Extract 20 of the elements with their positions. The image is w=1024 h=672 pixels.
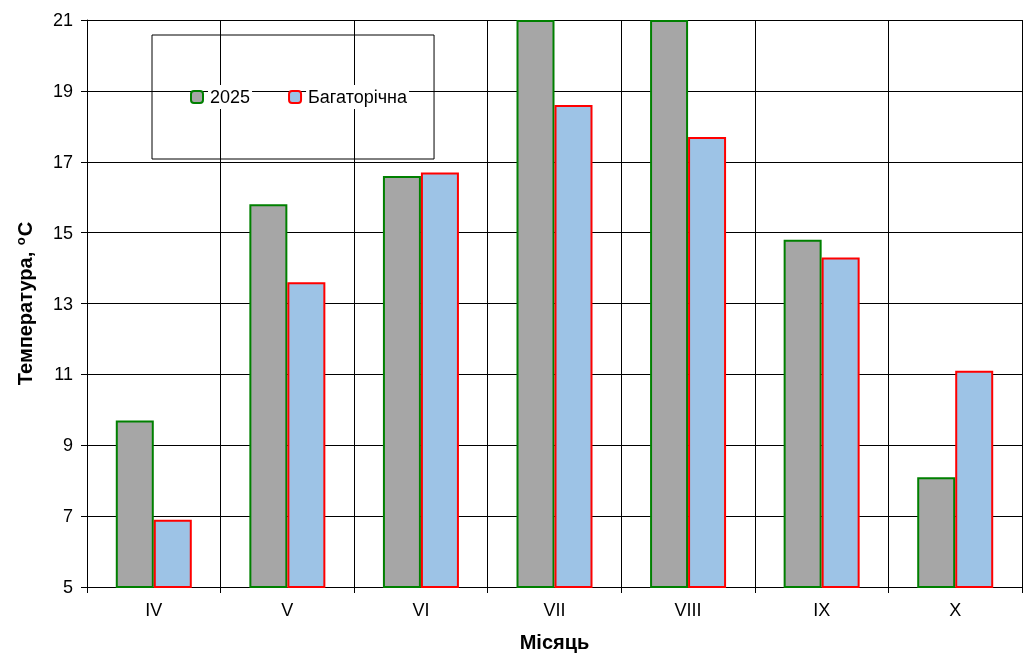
y-tick-label: 9 [62, 435, 73, 456]
legend-label: Багаторічна [308, 87, 409, 107]
x-axis-title: Місяць [519, 631, 590, 653]
y-tick-label: 7 [62, 506, 73, 527]
x-tick-label: IX [813, 600, 831, 620]
x-tick-label: V [281, 600, 294, 620]
y-tick-label: 11 [54, 364, 73, 385]
y-tick-label: 19 [52, 80, 73, 101]
y-tick-label: 15 [52, 222, 73, 243]
y-tick-label: 21 [52, 10, 73, 30]
x-tick-label: VII [543, 600, 566, 620]
x-tick-label: VIII [674, 600, 702, 620]
x-tick-label: IV [145, 600, 163, 620]
y-tick-label: 5 [62, 577, 73, 597]
y-axis-title: Температура, oC [13, 221, 36, 386]
x-tick-label: VI [412, 600, 430, 620]
y-tick-label: 13 [52, 293, 73, 314]
legend-label: 2025 [210, 87, 251, 107]
x-tick-label: X [949, 600, 962, 620]
y-tick-label: 17 [52, 151, 73, 172]
